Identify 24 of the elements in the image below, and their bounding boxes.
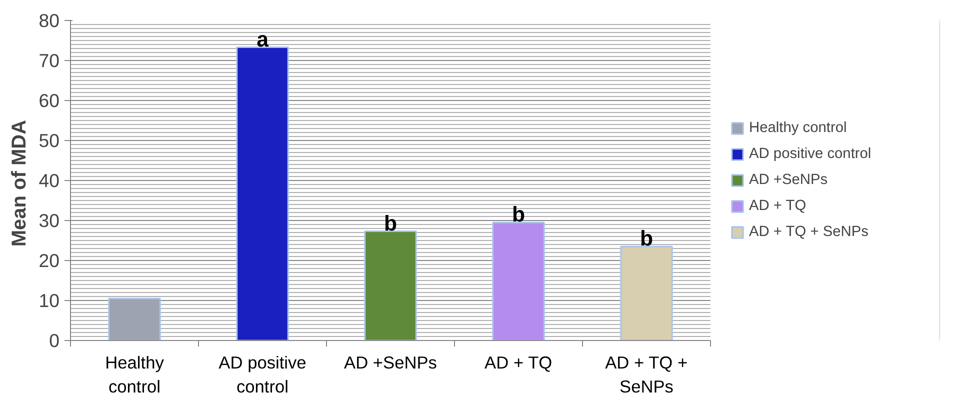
x-tick-label: AD +SeNPs xyxy=(344,352,438,372)
y-tick-label: 30 xyxy=(38,210,60,231)
legend-label: AD positive control xyxy=(749,146,872,162)
y-tick-label: 50 xyxy=(38,130,60,151)
x-tick-label: Healthy control xyxy=(105,352,164,396)
annotation: b xyxy=(512,202,526,226)
legend-label: AD + TQ + SeNPs xyxy=(749,224,868,240)
x-tick-label: AD positive control xyxy=(218,352,306,396)
annotation: b xyxy=(640,226,654,250)
legend-label: AD + TQ xyxy=(749,198,806,214)
legend-label: AD +SeNPs xyxy=(749,172,828,188)
y-tick-label: 70 xyxy=(38,50,60,71)
y-tick-label: 0 xyxy=(49,330,60,351)
y-tick-label: 80 xyxy=(38,10,60,31)
x-tick-label: AD + TQ + SeNPs xyxy=(605,352,688,396)
x-tick-label: AD + TQ xyxy=(484,352,552,372)
y-tick-label: 60 xyxy=(38,90,60,111)
legend-label: Healthy control xyxy=(749,120,847,136)
y-axis-title: Mean of MDA xyxy=(8,120,31,247)
y-tick-label: 40 xyxy=(38,170,60,191)
annotation: b xyxy=(384,211,398,236)
y-tick-label: 10 xyxy=(38,290,60,311)
y-tick-label: 20 xyxy=(38,250,60,271)
annotation: a xyxy=(256,27,269,52)
